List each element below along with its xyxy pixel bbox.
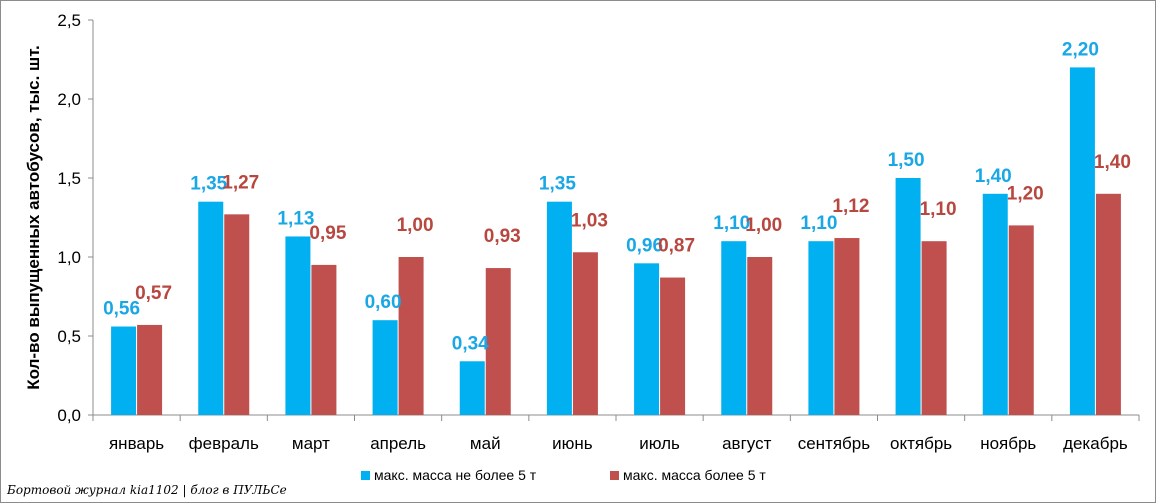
data-label-series2: 1,12 <box>832 196 869 217</box>
y-tick-label: 2,5 <box>57 11 81 30</box>
x-tick-label: февраль <box>189 434 259 453</box>
bar-series1-12 <box>1069 67 1095 416</box>
bar-series2-11 <box>1008 225 1034 415</box>
data-label-series1: 0,56 <box>103 299 140 320</box>
bar-series1-8 <box>721 241 747 415</box>
data-label-series2: 1,40 <box>1094 152 1131 173</box>
bar-series1-7 <box>634 263 660 415</box>
bar-series1-5 <box>459 361 485 415</box>
x-tick-label: декабрь <box>1063 434 1128 453</box>
y-tick-label: 0,5 <box>57 327 81 346</box>
data-label-series1: 1,50 <box>888 150 925 171</box>
bar-series1-4 <box>372 320 398 415</box>
bar-series2-5 <box>485 268 511 415</box>
x-tick-label: сентябрь <box>798 434 871 453</box>
data-label-series2: 1,03 <box>571 210 608 231</box>
x-tick-label: январь <box>109 434 164 453</box>
data-label-series1: 0,96 <box>626 235 663 256</box>
data-label-series1: 0,34 <box>452 333 489 354</box>
bar-series2-1 <box>137 324 163 415</box>
bar-series1-9 <box>808 241 834 415</box>
data-label-series1: 1,35 <box>539 174 576 195</box>
legend-swatch-series2 <box>610 471 619 480</box>
bar-series2-10 <box>921 241 947 415</box>
data-label-series1: 2,20 <box>1062 39 1099 60</box>
data-label-series1: 1,10 <box>713 213 750 234</box>
y-tick-label: 2,0 <box>57 90 81 109</box>
y-tick-label: 1,0 <box>57 248 81 267</box>
x-tick-label: март <box>292 434 330 453</box>
bar-series2-2 <box>224 214 250 415</box>
y-tick-label: 0,0 <box>57 406 81 425</box>
bar-series2-3 <box>311 264 337 415</box>
data-label-series2: 1,00 <box>745 215 782 236</box>
bar-series2-12 <box>1095 193 1121 415</box>
bar-series2-7 <box>660 277 686 415</box>
x-tick-label: июль <box>639 434 680 453</box>
bar-series1-2 <box>198 201 224 415</box>
legend-label-series2: макс. масса более 5 т <box>623 467 766 483</box>
x-tick-label: май <box>470 434 501 453</box>
data-label-series2: 1,00 <box>397 215 434 236</box>
x-tick-label: август <box>722 434 771 453</box>
bar-series2-4 <box>398 257 424 415</box>
data-label-series2: 0,87 <box>658 236 695 257</box>
legend-label-series1: макс. масса не более 5 т <box>374 467 537 483</box>
data-label-series2: 1,10 <box>920 199 957 220</box>
bar-series2-8 <box>747 257 773 415</box>
y-tick-label: 1,5 <box>57 169 81 188</box>
bar-series2-6 <box>572 252 598 415</box>
x-tick-label: октябрь <box>890 434 952 453</box>
data-label-series2: 0,93 <box>484 226 521 247</box>
bar-series1-10 <box>895 178 921 415</box>
x-tick-label: ноябрь <box>980 434 1036 453</box>
bar-series1-11 <box>982 193 1008 415</box>
x-tick-label: апрель <box>370 434 426 453</box>
data-label-series2: 0,57 <box>135 283 172 304</box>
data-label-series2: 1,20 <box>1007 183 1044 204</box>
data-label-series1: 1,10 <box>800 213 837 234</box>
data-label-series2: 1,27 <box>222 172 259 193</box>
bar-series1-3 <box>285 236 311 415</box>
footer-credit: Бортовой журнал kia1102 | блог в ПУЛЬСе <box>7 483 287 497</box>
y-axis-title: Кол-во выпущенных автобусов, тыс. шт. <box>24 45 43 390</box>
bar-series1-1 <box>111 326 137 415</box>
data-label-series1: 1,35 <box>190 174 227 195</box>
bar-series1-6 <box>546 201 572 415</box>
bar-series2-9 <box>834 238 860 415</box>
data-label-series1: 1,13 <box>277 208 314 229</box>
data-label-series1: 1,40 <box>975 166 1012 187</box>
x-tick-label: июнь <box>552 434 593 453</box>
data-label-series1: 0,60 <box>365 292 402 313</box>
legend-swatch-series1 <box>361 471 370 480</box>
data-label-series2: 0,95 <box>309 223 346 244</box>
